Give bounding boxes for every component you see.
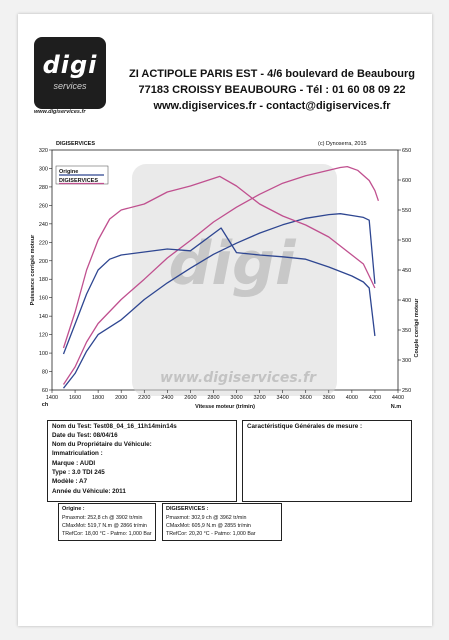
y-left-tick-label: 240 (39, 222, 48, 228)
origine-title: Origine : (62, 506, 85, 512)
x-tick-label: 3600 (300, 395, 312, 401)
y-left-tick-label: 160 (39, 296, 48, 302)
digiservices-cmax: CMaxMot: 605,9 N.m @ 2855 tr/min (166, 523, 251, 529)
y-right-axis-label: Couple corrigé moteur (414, 298, 420, 358)
y-left-tick-label: 280 (39, 185, 48, 191)
plot-header-right: (c) Dynoserra, 2015 (318, 141, 367, 147)
registration: Immatriculation : (52, 450, 103, 457)
x-tick-label: 3400 (277, 395, 289, 401)
y-right-tick-label: 450 (402, 268, 411, 274)
y-right-tick-label: 350 (402, 328, 411, 334)
header-web-line: www.digiservices.fr - contact@digiservic… (153, 100, 391, 112)
left-unit-label: ch (42, 402, 49, 408)
chart-watermark: digi www.digiservices.fr (132, 164, 337, 396)
measurement-title: Caractéristique Générales de mesure : (247, 423, 363, 430)
vehicle-year: Année du Véhicule: 2011 (52, 488, 126, 495)
x-tick-label: 2200 (138, 395, 150, 401)
vehicle-type: Type : 3.0 TDI 245 (52, 469, 105, 476)
series-origine-power-line (62, 213, 376, 389)
y-left-tick-label: 300 (39, 166, 48, 172)
vehicle-model: Modèle : A7 (52, 478, 88, 485)
logo-url: www.digiservices.fr (34, 109, 86, 115)
series-digiservices-power-line (62, 165, 380, 385)
series-digiservices-torque-line (62, 175, 376, 349)
digiservices-title: DIGISERVICES : (166, 506, 209, 512)
y-left-axis-label: Puissance corrigée moteur (30, 234, 36, 305)
dyno-chart: digi www.digiservices.fr 1400 1600 1800 200… (30, 148, 420, 410)
y-left-tick-label: 60 (42, 388, 48, 394)
watermark-url: www.digiservices.fr (160, 370, 317, 386)
vehicle-brand: Marque : AUDI (52, 460, 96, 467)
axis-ticks: 1400 1600 1800 2000 2200 2400 2600 2800 3000 3200… (39, 148, 411, 401)
owner-name: Nom du Propriétaire du Véhicule: (52, 441, 152, 448)
x-tick-label: 4400 (392, 395, 404, 401)
watermark-brand: digi (168, 229, 296, 299)
origine-results-box: Origine : Pmaxmot: 252,8 ch @ 3902 tr/mi… (58, 503, 156, 541)
logo-brand-text: digi (42, 51, 98, 79)
y-right-tick-label: 250 (402, 388, 411, 394)
origine-cmax: CMaxMot: 519,7 N.m @ 2866 tr/min (62, 523, 147, 529)
y-right-tick-label: 500 (402, 238, 411, 244)
y-left-tick-label: 120 (39, 333, 48, 339)
x-tick-label: 4000 (346, 395, 358, 401)
x-tick-label: 1400 (46, 395, 58, 401)
chart-series (62, 165, 380, 389)
right-unit-label: N.m (391, 404, 402, 410)
y-left-tick-label: 200 (39, 259, 48, 265)
y-left-tick-label: 100 (39, 351, 48, 357)
digiservices-pmax: Pmaxmot: 302,9 ch @ 3962 tr/min (166, 515, 247, 521)
origine-pmax: Pmaxmot: 252,8 ch @ 3902 tr/min (62, 515, 143, 521)
y-right-tick-label: 300 (402, 358, 411, 364)
y-right-tick-label: 400 (402, 298, 411, 304)
test-info-box: Nom du Test: Test08_04_16_11h14min14s Da… (47, 420, 237, 502)
legend-label-origine: Origine (59, 169, 78, 175)
origine-tref: TRefCor: 18,00 °C - Patmo: 1,000 Bar (62, 531, 152, 537)
x-tick-label: 3000 (230, 395, 242, 401)
y-left-tick-label: 140 (39, 314, 48, 320)
y-right-tick-label: 550 (402, 208, 411, 214)
y-right-tick-label: 600 (402, 178, 411, 184)
digiservices-logo: digi services (34, 37, 106, 109)
plot-header-left: DIGISERVICES (56, 141, 96, 147)
header-address-line: ZI ACTIPOLE PARIS EST - 4/6 boulevard de… (128, 68, 416, 80)
measurement-box: Caractéristique Générales de mesure : (242, 420, 412, 502)
y-left-tick-label: 320 (39, 148, 48, 154)
x-tick-label: 2000 (115, 395, 127, 401)
series-origine-torque-line (62, 227, 376, 355)
x-tick-label: 4200 (369, 395, 381, 401)
header-phone-line: 77183 CROISSY BEAUBOURG - Tél : 01 60 08… (138, 84, 406, 96)
x-tick-label: 2800 (207, 395, 219, 401)
y-left-tick-label: 180 (39, 277, 48, 283)
x-tick-label: 1800 (92, 395, 104, 401)
x-tick-label: 3800 (323, 395, 335, 401)
y-left-tick-label: 80 (42, 370, 48, 376)
watermark-panel (132, 164, 337, 396)
test-date: Date du Test: 08/04/16 (52, 432, 118, 439)
test-name: Nom du Test: Test08_04_16_11h14min14s (52, 423, 177, 430)
x-tick-label: 1600 (69, 395, 81, 401)
legend-label-digiservices: DIGISERVICES (59, 178, 98, 184)
y-left-tick-label: 260 (39, 203, 48, 209)
y-right-tick-label: 650 (402, 148, 411, 154)
y-left-tick-label: 220 (39, 240, 48, 246)
x-tick-label: 2400 (161, 395, 173, 401)
x-tick-label: 3200 (253, 395, 265, 401)
x-tick-label: 2600 (184, 395, 196, 401)
x-axis-label: Vitesse moteur (tr/min) (195, 404, 255, 410)
logo-sub-text: services (53, 81, 87, 91)
digiservices-tref: TRefCor: 20,20 °C - Patmo: 1,000 Bar (166, 531, 256, 537)
digiservices-results-box: DIGISERVICES : Pmaxmot: 302,9 ch @ 3962 … (162, 503, 282, 541)
